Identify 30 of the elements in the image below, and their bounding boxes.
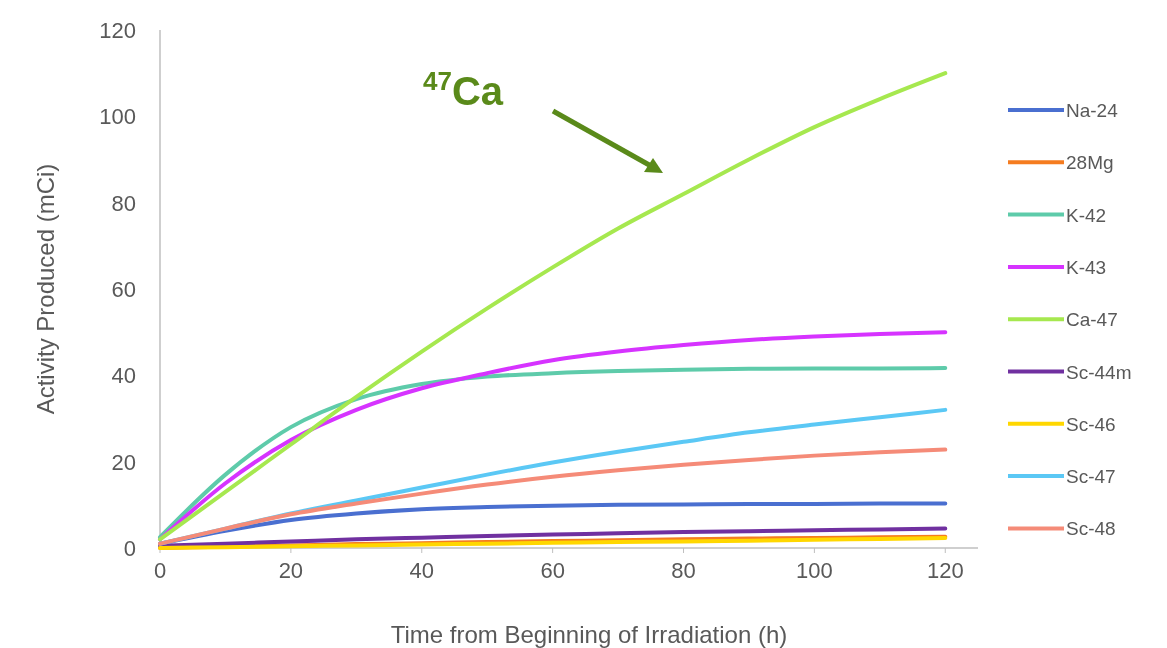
y-tick-label: 100: [99, 104, 136, 130]
legend-label: 28Mg: [1066, 152, 1114, 174]
line-series: [158, 366, 948, 540]
line-series: [158, 526, 948, 548]
y-tick-label: 0: [123, 536, 136, 561]
y-tick-label: 40: [111, 363, 136, 389]
legend-label: Sc-46: [1066, 413, 1116, 435]
line-series: [158, 447, 948, 546]
legend-label: Sc-48: [1066, 518, 1116, 540]
x-tick-label: 20: [278, 558, 304, 583]
line-series: [158, 71, 948, 542]
y-axis-title: Activity Produced (mCi): [32, 163, 59, 415]
x-tick-label: 80: [671, 558, 696, 583]
x-axis-title: Time from Beginning of Irradiation (h): [390, 621, 788, 648]
legend-label: Sc-44m: [1066, 361, 1132, 383]
x-tick-label: 40: [409, 558, 434, 583]
x-tick-label: 0: [153, 558, 167, 583]
x-tick-label: 100: [796, 558, 833, 583]
annotation: $^{47}$Ca: [423, 66, 504, 113]
legend-label: K-43: [1066, 256, 1107, 278]
y-tick-label: 120: [99, 18, 136, 43]
y-tick-label: 20: [111, 449, 136, 475]
legend-label: K-42: [1066, 204, 1107, 226]
legend-label: Na-24: [1066, 100, 1119, 121]
y-tick-label: 80: [111, 190, 136, 216]
x-tick-label: 120: [926, 558, 964, 583]
y-tick-label: 60: [111, 277, 136, 302]
legend-label: Sc-47: [1066, 466, 1116, 488]
legend-label: Ca-47: [1066, 309, 1118, 331]
x-tick-label: 60: [540, 558, 565, 583]
